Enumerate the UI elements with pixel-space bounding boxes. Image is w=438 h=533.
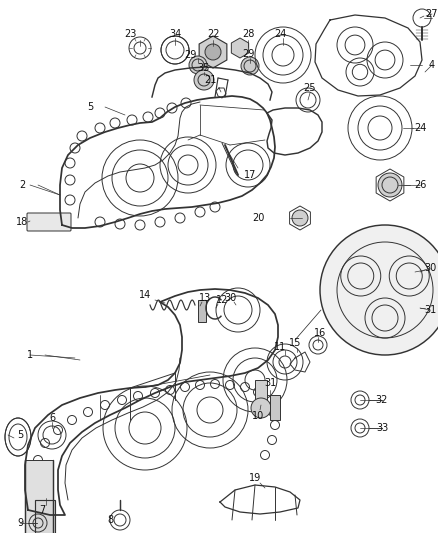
Text: 28: 28 — [242, 29, 254, 39]
Text: 19: 19 — [249, 473, 261, 483]
Text: 34: 34 — [169, 29, 181, 39]
Circle shape — [241, 57, 259, 75]
Ellipse shape — [5, 418, 31, 456]
Text: 32: 32 — [376, 395, 388, 405]
Text: 29: 29 — [184, 50, 196, 60]
Text: 30: 30 — [224, 293, 236, 303]
Bar — [270, 395, 280, 420]
Circle shape — [205, 44, 221, 60]
Text: 5: 5 — [87, 102, 93, 112]
Circle shape — [378, 173, 402, 197]
Text: 21: 21 — [204, 75, 216, 85]
Polygon shape — [231, 38, 249, 58]
Bar — [198, 300, 206, 322]
Text: 15: 15 — [289, 338, 301, 348]
Text: 8: 8 — [107, 515, 113, 525]
Text: 2: 2 — [19, 180, 25, 190]
FancyBboxPatch shape — [27, 213, 71, 231]
Text: 13: 13 — [199, 293, 211, 303]
Circle shape — [194, 70, 214, 90]
Text: 31: 31 — [424, 305, 436, 315]
Text: 25: 25 — [304, 83, 316, 93]
Bar — [255, 380, 267, 410]
Text: 10: 10 — [252, 411, 264, 421]
Text: 35: 35 — [198, 63, 210, 73]
Circle shape — [189, 56, 207, 74]
Polygon shape — [199, 36, 227, 68]
Text: 6: 6 — [49, 413, 55, 423]
Text: 18: 18 — [16, 217, 28, 227]
Text: 17: 17 — [244, 170, 256, 180]
Text: 31: 31 — [264, 378, 276, 388]
Text: 11: 11 — [274, 342, 286, 352]
Text: 16: 16 — [314, 328, 326, 338]
Text: 24: 24 — [414, 123, 426, 133]
Text: 27: 27 — [426, 9, 438, 19]
Text: 20: 20 — [252, 213, 264, 223]
Text: 7: 7 — [39, 505, 45, 515]
Circle shape — [161, 36, 189, 64]
Text: 1: 1 — [27, 350, 33, 360]
Bar — [25, 460, 53, 533]
Text: 5: 5 — [17, 430, 23, 440]
Text: 29: 29 — [242, 49, 254, 59]
Text: 23: 23 — [124, 29, 136, 39]
Circle shape — [292, 210, 308, 226]
Bar — [35, 500, 55, 533]
Text: 4: 4 — [429, 60, 435, 70]
Text: 26: 26 — [414, 180, 426, 190]
Text: 14: 14 — [139, 290, 151, 300]
Circle shape — [320, 225, 438, 355]
Text: 30: 30 — [424, 263, 436, 273]
Text: 33: 33 — [376, 423, 388, 433]
Text: 22: 22 — [207, 29, 219, 39]
Text: 12: 12 — [216, 295, 228, 305]
Text: 9: 9 — [17, 518, 23, 528]
Circle shape — [251, 398, 271, 418]
Text: 24: 24 — [274, 29, 286, 39]
